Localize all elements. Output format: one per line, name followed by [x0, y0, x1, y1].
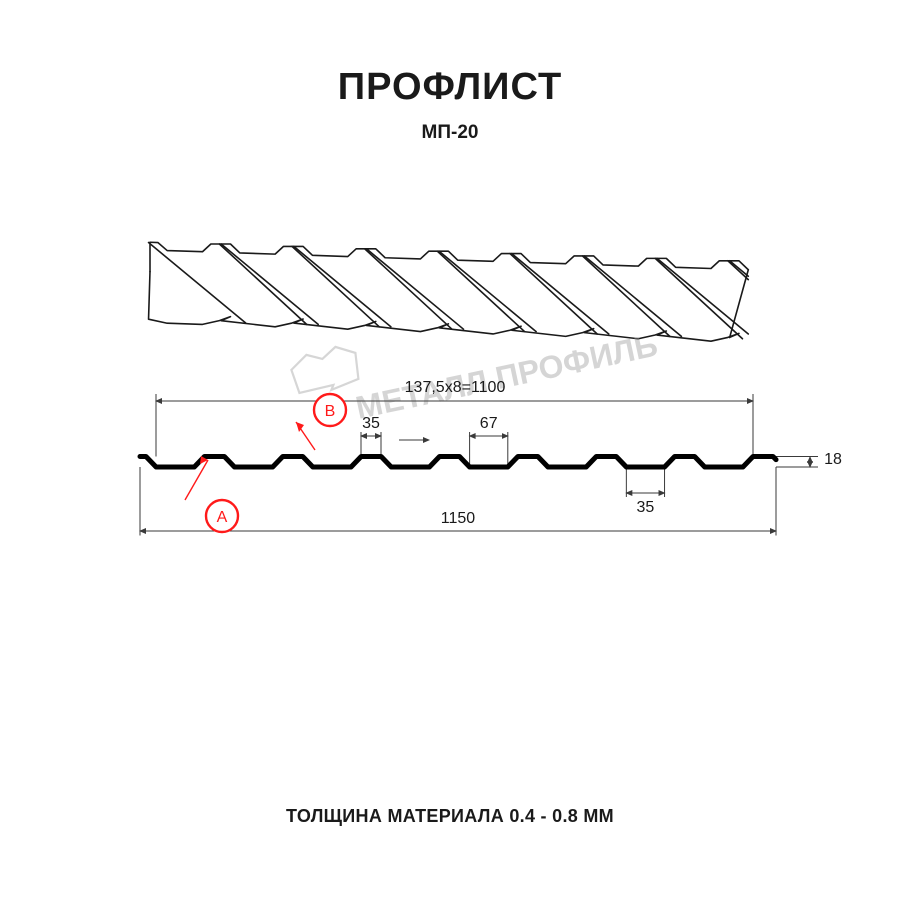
svg-text:137,5x8=1100: 137,5x8=1100: [405, 379, 506, 396]
svg-text:18: 18: [824, 451, 842, 468]
svg-text:35: 35: [362, 415, 380, 432]
svg-text:35: 35: [637, 499, 655, 516]
svg-text:67: 67: [480, 415, 498, 432]
svg-text:B: B: [325, 403, 336, 420]
